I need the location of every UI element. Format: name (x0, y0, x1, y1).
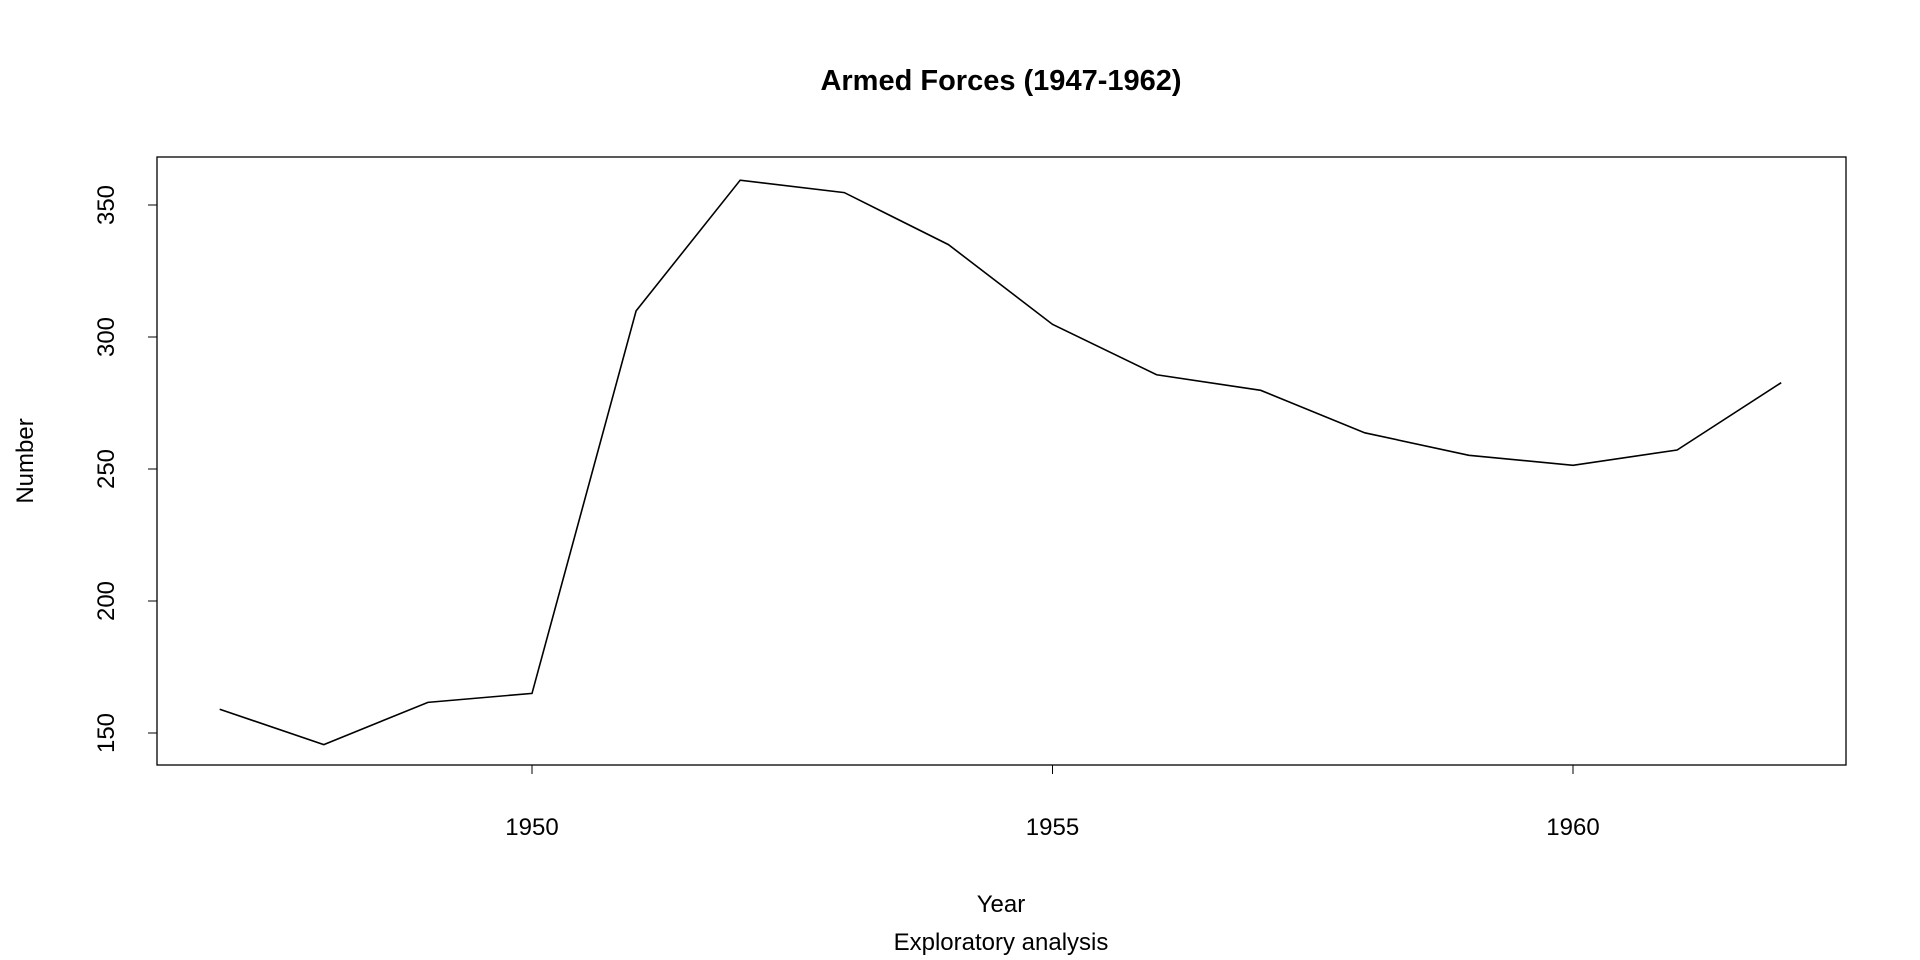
plot-box (156, 156, 1847, 766)
y-axis: 150 200 250 300 350 (93, 185, 158, 753)
x-tick-label: 1960 (1546, 814, 1599, 841)
x-tick-label: 1955 (1026, 814, 1079, 841)
x-axis-label: Year (977, 891, 1026, 918)
y-tick-label: 350 (93, 185, 120, 225)
y-tick-label: 250 (93, 449, 120, 489)
y-tick-label: 300 (93, 317, 120, 357)
chart-subtitle: Exploratory analysis (894, 929, 1109, 956)
x-axis: 1950 1955 1960 (505, 764, 1600, 841)
series-line-armed-forces (219, 179, 1782, 746)
y-tick-label: 200 (93, 581, 120, 621)
x-tick-label: 1950 (505, 814, 558, 841)
y-tick-label: 150 (93, 713, 120, 753)
y-axis-label: Number (12, 418, 39, 503)
chart-title: Armed Forces (1947-1962) (820, 65, 1181, 97)
